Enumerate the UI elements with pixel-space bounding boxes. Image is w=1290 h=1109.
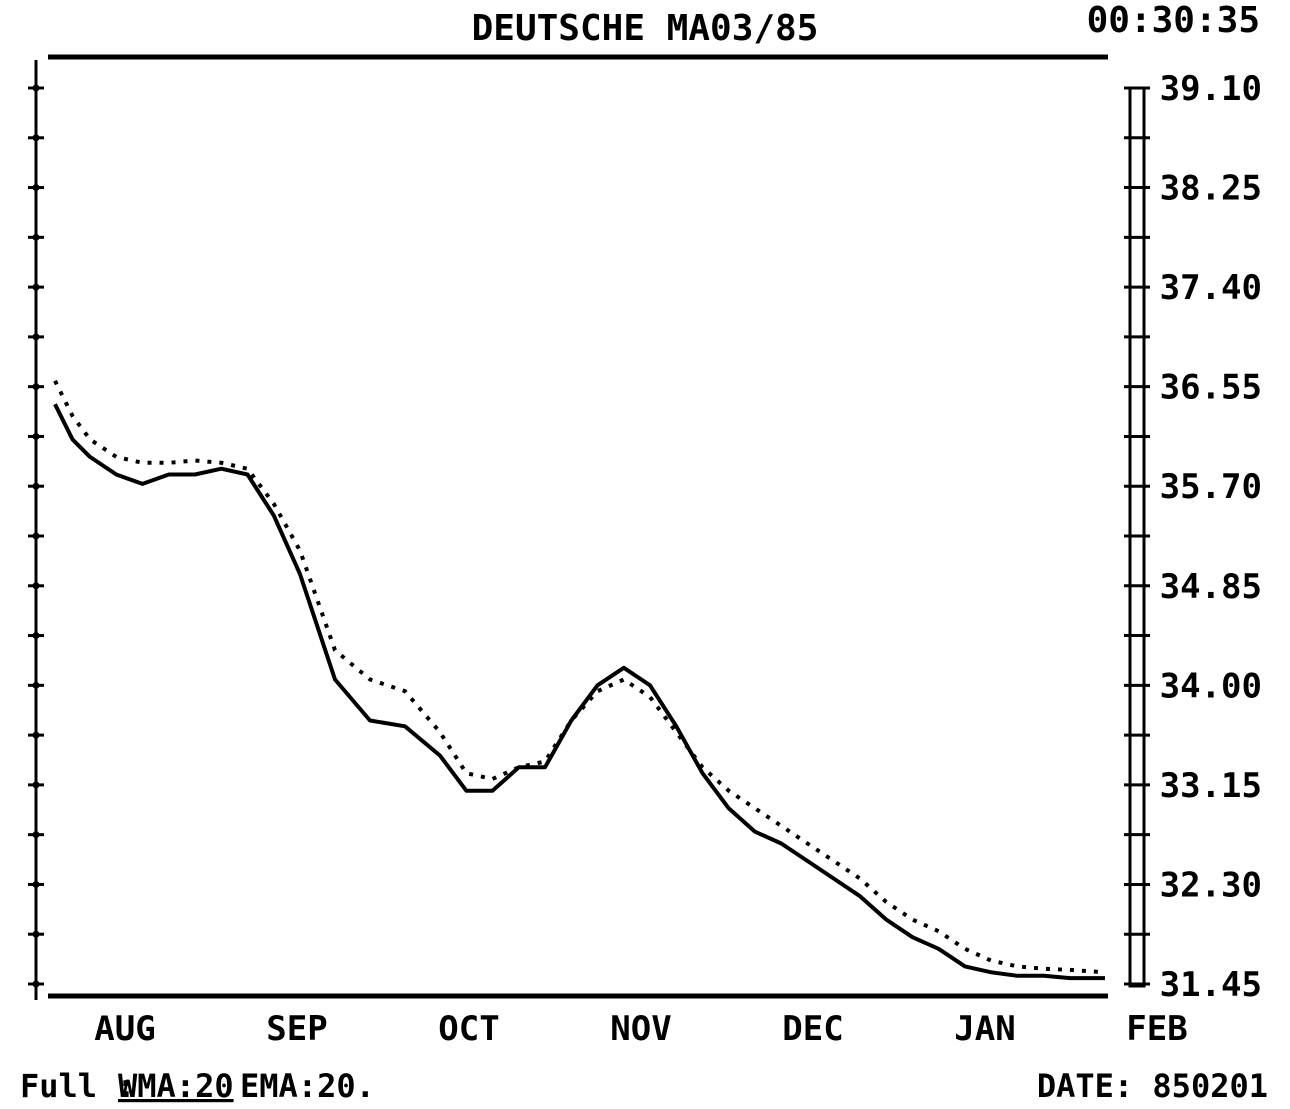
x-tick-label: JAN xyxy=(954,1009,1015,1049)
left-tick-dot xyxy=(32,184,40,192)
left-tick-dot xyxy=(32,980,40,988)
y-tick-label: 36.55 xyxy=(1160,368,1262,408)
clock-readout: 00:30:35 xyxy=(1087,0,1260,41)
y-tick-label: 34.00 xyxy=(1160,666,1262,706)
y-tick-label: 32.30 xyxy=(1160,865,1262,905)
y-tick-label: 37.40 xyxy=(1160,268,1262,308)
x-tick-label: SEP xyxy=(266,1009,327,1049)
left-tick-dot xyxy=(32,582,40,590)
x-axis-labels: AUG SEP OCT NOV DEC JAN FEB xyxy=(94,1009,1187,1049)
series-layer xyxy=(53,379,1106,981)
y-tick-label: 33.15 xyxy=(1160,766,1262,806)
x-tick-label: NOV xyxy=(610,1009,671,1049)
y-tick-label: 31.45 xyxy=(1160,965,1262,1005)
left-tick-dot xyxy=(32,930,40,938)
left-tick-dot xyxy=(32,333,40,341)
left-tick-dot xyxy=(32,233,40,241)
left-tick-dot xyxy=(32,134,40,142)
left-tick-dot xyxy=(32,831,40,839)
left-tick-dot xyxy=(32,781,40,789)
left-axis-ticks xyxy=(28,84,44,988)
left-tick-dot xyxy=(32,432,40,440)
footer-ema-label: EMA:20. xyxy=(240,1067,375,1105)
footer-wma-label: WMA:20 xyxy=(118,1067,234,1105)
y-tick-label: 38.25 xyxy=(1160,169,1262,209)
left-tick-dot xyxy=(32,731,40,739)
y-tick-label: 35.70 xyxy=(1160,467,1262,507)
dotted-series-line xyxy=(53,379,1106,975)
y-tick-label: 34.85 xyxy=(1160,567,1262,607)
chart-title: DEUTSCHE MA03/85 xyxy=(472,8,819,49)
left-tick-dot xyxy=(32,532,40,540)
solid-series-line xyxy=(53,403,1105,981)
x-tick-label: FEB xyxy=(1126,1009,1187,1049)
left-tick-dot xyxy=(32,681,40,689)
left-tick-dot xyxy=(32,383,40,391)
right-axis-ticks xyxy=(1124,86,1150,986)
y-axis-labels: 39.10 38.25 37.40 36.55 35.70 34.85 34.00 33.15… xyxy=(1160,69,1262,1005)
x-tick-label: OCT xyxy=(438,1009,499,1049)
footer-mode-label: Full : xyxy=(20,1067,136,1105)
left-tick-dot xyxy=(32,482,40,490)
left-tick-dot xyxy=(32,880,40,888)
left-tick-dot xyxy=(32,84,40,92)
left-tick-dot xyxy=(32,632,40,640)
footer-date-label: DATE: 850201 xyxy=(1037,1067,1268,1105)
x-tick-label: DEC xyxy=(782,1009,843,1049)
left-tick-dot xyxy=(32,283,40,291)
x-tick-label: AUG xyxy=(94,1009,155,1049)
y-tick-label: 39.10 xyxy=(1160,69,1262,109)
